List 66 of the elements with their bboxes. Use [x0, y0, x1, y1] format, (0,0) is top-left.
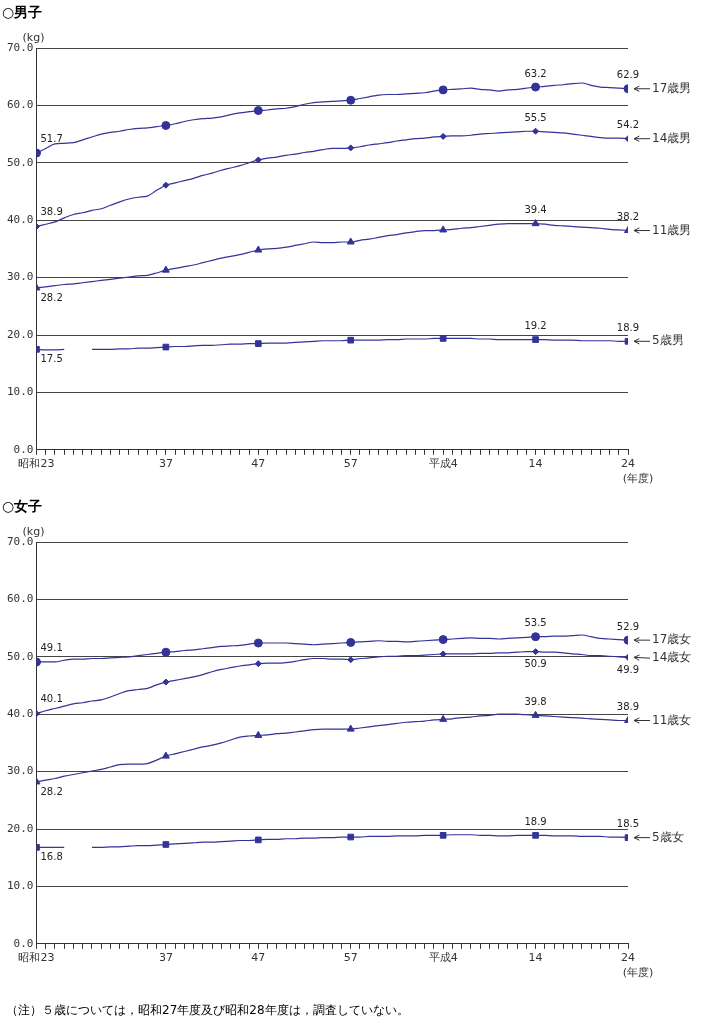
y-tick-label: 40.0	[6, 707, 34, 721]
data-label: 18.9	[616, 321, 640, 333]
x-tick-label: 37	[158, 457, 173, 471]
x-tick-label: 57	[343, 951, 358, 965]
y-tick-label: 60.0	[6, 98, 34, 112]
y-tick-label: 40.0	[6, 213, 34, 227]
text: 11歳男	[652, 222, 692, 237]
x-tick-label: 57	[343, 457, 358, 471]
data-label: 55.5	[524, 111, 547, 123]
text: （注）５歳については，昭和27年度及び昭和28年度は，調査していない。	[5, 1002, 410, 1019]
line-series	[36, 713, 628, 783]
x-tick-label: 47	[251, 951, 266, 965]
data-label: 51.7	[40, 132, 63, 144]
data-label: 28.2	[40, 291, 63, 303]
x-tick-label: 昭和23	[18, 457, 55, 471]
y-tick-label: 50.0	[6, 155, 34, 169]
y-tick-label: 50.0	[6, 649, 34, 663]
data-label: 49.9	[616, 663, 640, 675]
data-label: 39.8	[524, 695, 547, 707]
y-tick-label: 30.0	[6, 270, 34, 284]
data-label: 38.9	[616, 701, 640, 713]
text: 17歳男	[652, 80, 692, 95]
x-tick-label: 24	[621, 951, 635, 965]
chart-title: ○男子	[1, 3, 44, 22]
data-label: 52.9	[616, 620, 640, 632]
data-label: 18.9	[524, 815, 547, 827]
text: 14歳女	[652, 650, 692, 665]
data-label: 39.4	[524, 204, 547, 216]
text: 11歳女	[652, 712, 692, 727]
data-label: 63.2	[524, 67, 547, 79]
text: 5歳男	[652, 333, 684, 348]
y-tick-label: 0.0	[13, 442, 34, 456]
text: 17歳女	[652, 632, 692, 647]
y-tick-label: 20.0	[6, 327, 34, 341]
x-tick-label: 24	[621, 457, 635, 471]
data-label: 40.1	[40, 693, 63, 705]
y-tick-label: 20.0	[6, 821, 34, 835]
text: 5歳女	[652, 829, 684, 844]
data-label: 19.2	[524, 320, 547, 332]
x-tick-label: 昭和23	[18, 951, 55, 965]
y-tick-label: 10.0	[6, 385, 34, 399]
y-tick-label: 0.0	[13, 936, 34, 950]
data-label: 54.2	[616, 119, 640, 131]
x-tick-label: 14	[528, 457, 543, 471]
data-label: 28.2	[40, 785, 63, 797]
x-tick-label: 平成4	[428, 457, 458, 471]
data-label: 38.2	[616, 211, 640, 223]
data-label: 50.9	[524, 658, 547, 670]
data-label: 49.1	[40, 641, 63, 653]
x-tick-label: 47	[251, 457, 266, 471]
y-tick-label: 10.0	[6, 879, 34, 893]
data-label: 38.9	[40, 206, 63, 218]
text: 14歳男	[652, 130, 692, 145]
data-label: 17.5	[40, 352, 63, 364]
x-tick-label: 37	[158, 951, 173, 965]
data-label: 53.5	[524, 617, 547, 629]
y-tick-label: 60.0	[6, 592, 34, 606]
x-axis-title: (年度)	[622, 966, 654, 980]
chart-title: ○女子	[1, 497, 44, 516]
y-tick-label: 30.0	[6, 764, 34, 778]
x-tick-label: 14	[528, 951, 543, 965]
data-label: 18.5	[616, 818, 640, 830]
x-tick-label: 平成4	[428, 951, 458, 965]
data-label: 62.9	[616, 69, 640, 81]
x-axis-title: (年度)	[622, 472, 654, 486]
data-label: 16.8	[40, 850, 63, 862]
